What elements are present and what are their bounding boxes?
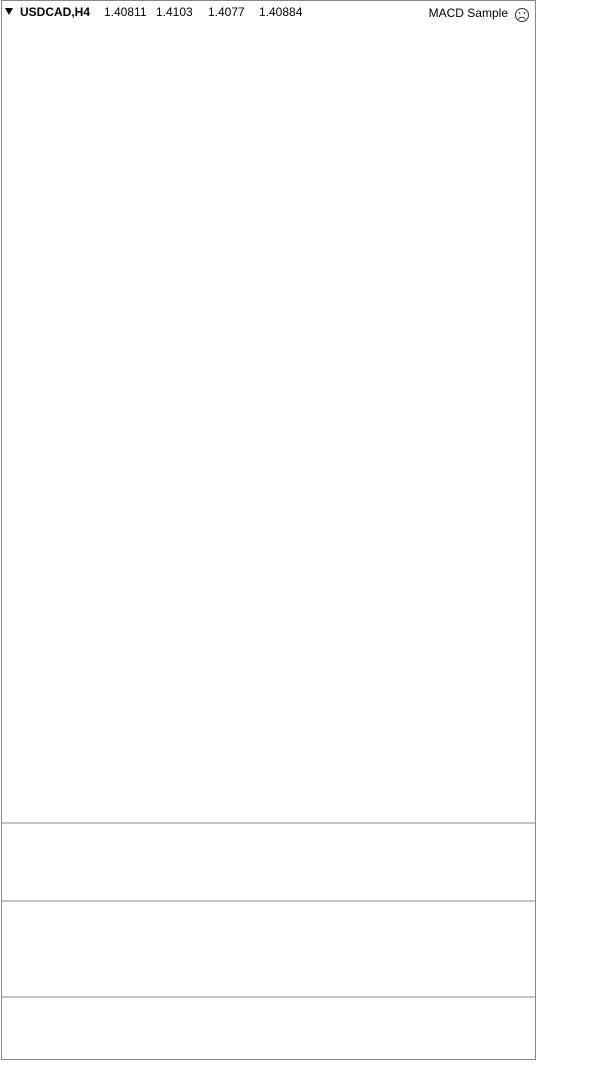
expert-name: MACD Sample	[429, 6, 509, 20]
close-price: 1.40884	[259, 5, 303, 19]
plot-frame	[1, 0, 536, 1060]
icon-face	[515, 8, 529, 22]
low-price: 1.4077	[208, 5, 245, 19]
menu-arrow[interactable]	[5, 8, 13, 15]
icon-mouth	[518, 16, 526, 20]
symbol: USDCAD,H4	[20, 5, 90, 19]
icon-eye	[518, 12, 521, 14]
expert-status-icon[interactable]	[515, 8, 529, 22]
high-price: 1.4103	[156, 5, 193, 19]
icon-eye	[523, 12, 526, 14]
frame-layer: USDCAD,H4 1.40811 1.4103 1.4077 1.40884 …	[1, 0, 536, 1060]
open-price: 1.40811	[104, 5, 147, 19]
